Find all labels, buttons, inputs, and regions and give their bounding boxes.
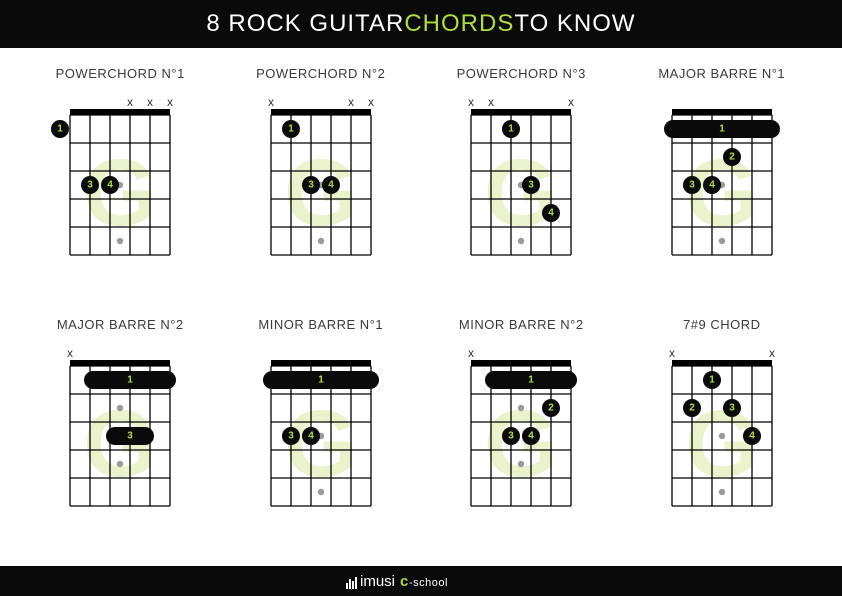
svg-text:4: 4 xyxy=(107,180,113,191)
svg-text:4: 4 xyxy=(749,431,755,442)
chord-fretboard: Gx1234 xyxy=(441,344,601,524)
svg-text:2: 2 xyxy=(548,403,554,414)
svg-text:3: 3 xyxy=(87,180,93,191)
chord-diagram: POWERCHORD N°1Gxxx134 xyxy=(30,66,211,297)
svg-text:1: 1 xyxy=(709,375,715,386)
svg-text:1: 1 xyxy=(57,124,63,135)
svg-text:1: 1 xyxy=(508,124,514,135)
svg-text:1: 1 xyxy=(318,375,324,386)
page-header: 8 ROCK GUITAR CHORDS TO KNOW xyxy=(0,0,842,48)
svg-text:x: x xyxy=(147,95,153,109)
header-accent: CHORDS xyxy=(404,10,514,38)
svg-text:imusi: imusi xyxy=(360,573,395,590)
svg-text:2: 2 xyxy=(689,403,695,414)
svg-text:x: x xyxy=(368,95,374,109)
chord-diagram: POWERCHORD N°3Gxxx134 xyxy=(431,66,612,297)
chord-title: MINOR BARRE N°2 xyxy=(459,317,584,332)
svg-text:x: x xyxy=(127,95,133,109)
svg-text:x: x xyxy=(468,95,474,109)
chord-diagram: 7#9 CHORDGxx1234 xyxy=(632,317,813,548)
svg-text:3: 3 xyxy=(528,180,534,191)
svg-text:4: 4 xyxy=(528,431,534,442)
svg-text:x: x xyxy=(348,95,354,109)
svg-text:-school: -school xyxy=(409,577,448,589)
svg-text:4: 4 xyxy=(548,208,554,219)
svg-text:G: G xyxy=(685,140,759,246)
svg-text:x: x xyxy=(268,95,274,109)
chord-title: POWERCHORD N°3 xyxy=(457,66,586,81)
chord-title: 7#9 CHORD xyxy=(683,317,760,332)
page-footer: imusi c -school xyxy=(0,566,842,596)
chord-diagram: MINOR BARRE N°1 G 1 3 4 xyxy=(231,317,412,548)
chord-title: POWERCHORD N°2 xyxy=(256,66,385,81)
svg-text:3: 3 xyxy=(127,431,133,442)
chord-fretboard: Gxxx134 xyxy=(241,93,401,273)
svg-text:1: 1 xyxy=(528,375,534,386)
svg-text:x: x xyxy=(769,346,775,360)
svg-text:1: 1 xyxy=(127,375,133,386)
svg-text:c: c xyxy=(400,573,408,590)
svg-text:3: 3 xyxy=(689,180,695,191)
chord-diagram: MINOR BARRE N°2Gx1234 xyxy=(431,317,612,548)
svg-text:1: 1 xyxy=(288,124,294,135)
svg-text:x: x xyxy=(67,346,73,360)
chord-diagram: MAJOR BARRE N°2Gx13 xyxy=(30,317,211,548)
svg-text:G: G xyxy=(484,140,558,246)
svg-text:3: 3 xyxy=(308,180,314,191)
chord-fretboard: Gxxx134 xyxy=(40,93,200,273)
svg-text:x: x xyxy=(488,95,494,109)
chord-fretboard: G 1 3 4 xyxy=(241,344,401,524)
svg-text:x: x xyxy=(167,95,173,109)
chord-diagram: MAJOR BARRE N°1 G 1 2 3 4 xyxy=(632,66,813,297)
header-post: TO KNOW xyxy=(514,10,635,38)
chord-fretboard: G 1 2 3 4 xyxy=(642,93,802,273)
svg-text:G: G xyxy=(284,391,358,497)
svg-text:4: 4 xyxy=(308,431,314,442)
svg-text:x: x xyxy=(669,346,675,360)
header-pre: 8 ROCK GUITAR xyxy=(206,10,404,38)
svg-text:3: 3 xyxy=(288,431,294,442)
svg-text:4: 4 xyxy=(709,180,715,191)
chord-fretboard: Gxxx134 xyxy=(441,93,601,273)
svg-text:4: 4 xyxy=(328,180,334,191)
chord-fretboard: Gx13 xyxy=(40,344,200,524)
svg-text:1: 1 xyxy=(719,124,725,135)
svg-text:G: G xyxy=(83,140,157,246)
svg-text:3: 3 xyxy=(729,403,735,414)
chord-title: POWERCHORD N°1 xyxy=(56,66,185,81)
chord-title: MAJOR BARRE N°1 xyxy=(658,66,785,81)
svg-text:x: x xyxy=(468,346,474,360)
chord-title: MAJOR BARRE N°2 xyxy=(57,317,184,332)
chord-grid: POWERCHORD N°1Gxxx134POWERCHORD N°2Gxxx1… xyxy=(0,48,842,558)
chord-title: MINOR BARRE N°1 xyxy=(258,317,383,332)
svg-text:3: 3 xyxy=(508,431,514,442)
svg-text:G: G xyxy=(284,140,358,246)
brand-logo: imusi c -school xyxy=(346,571,496,591)
svg-text:2: 2 xyxy=(729,152,735,163)
svg-text:x: x xyxy=(568,95,574,109)
chord-fretboard: Gxx1234 xyxy=(642,344,802,524)
chord-diagram: POWERCHORD N°2Gxxx134 xyxy=(231,66,412,297)
